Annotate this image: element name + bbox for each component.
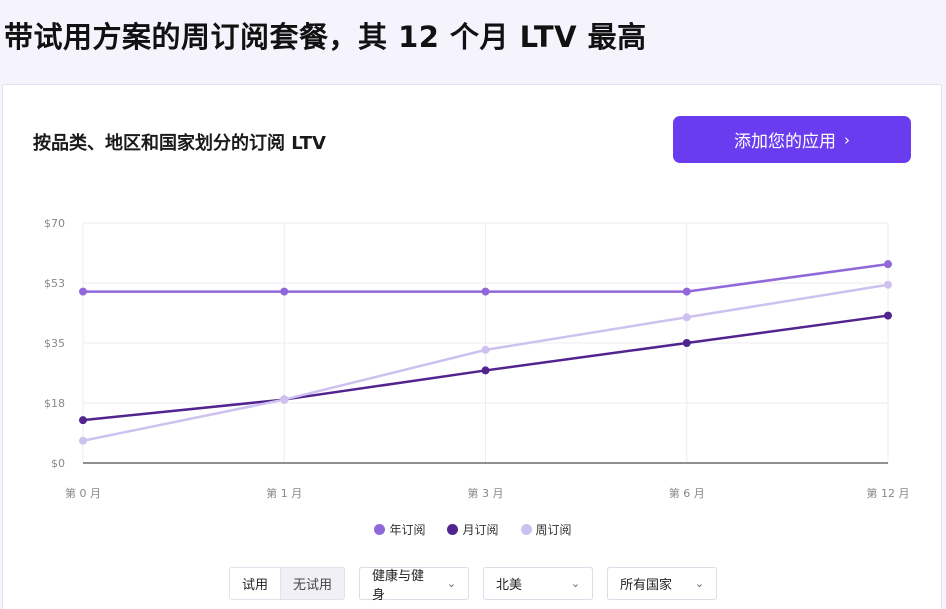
trial-toggle: 试用 无试用 [229,567,346,600]
data-point [481,345,490,354]
chevron-down-icon: ⌄ [570,577,581,590]
legend-item[interactable]: 年订阅 [374,521,425,538]
y-tick-label: $70 [44,217,65,230]
region-select[interactable]: 北美 ⌄ [483,567,594,600]
data-point [280,287,289,296]
x-tick-label: 第 12 月 [867,486,910,500]
page-headline: 带试用方案的周订阅套餐，其 12 个月 LTV 最高 [4,20,647,54]
no-trial-option[interactable]: 无试用 [293,578,333,593]
y-tick-label: $18 [44,397,65,410]
y-tick-label: $35 [44,337,65,350]
chevron-down-icon: ⌄ [446,577,457,590]
x-tick-label: 第 6 月 [669,486,705,500]
card-title: 按品类、地区和国家划分的订阅 LTV [33,133,326,154]
data-point [79,287,87,296]
category-select-value: 健康与健身 [372,568,425,603]
chart-legend: 年订阅 月订阅 周订阅 [3,521,943,538]
data-point [884,260,892,269]
add-app-button[interactable]: 添加您的应用 › [673,116,911,163]
data-point [481,366,490,375]
filter-controls: 试用 无试用 健康与健身 ⌄ 北美 ⌄ 所有国家 ⌄ [229,567,718,603]
legend-swatch [447,524,459,535]
data-point [682,313,691,322]
legend-swatch [520,524,532,535]
y-tick-label: $53 [44,277,65,290]
legend-label: 月订阅 [462,523,499,537]
legend-swatch [374,524,386,535]
legend-item[interactable]: 周订阅 [520,521,572,538]
legend-item[interactable]: 月订阅 [447,521,499,538]
category-select[interactable]: 健康与健身 ⌄ [359,567,470,603]
x-tick-label: 第 3 月 [468,486,504,500]
x-tick-label: 第 1 月 [266,486,302,500]
data-point [682,339,691,347]
data-point [79,416,87,425]
data-point [884,311,892,320]
legend-label: 年订阅 [389,523,426,537]
data-point [481,287,490,296]
data-point [884,280,892,289]
data-point [682,287,691,296]
ltv-card: 按品类、地区和国家划分的订阅 LTV 添加您的应用 › $0 $18 $35 $53 $… [2,84,942,609]
country-select-value: 所有国家 [620,578,673,593]
region-select-value: 北美 [496,578,523,593]
y-tick-label: $0 [51,457,65,470]
add-app-button-label: 添加您的应用 [734,132,836,152]
data-point [280,395,289,404]
ltv-line-chart: $0 $18 $35 $53 $70 第 0 月 第 1 月 第 3 月 第 6 月 第 12 月 [44,217,910,500]
legend-label: 周订阅 [535,523,572,537]
data-point [79,436,87,445]
x-tick-label: 第 0 月 [65,486,101,500]
trial-option[interactable]: 试用 [230,568,282,599]
country-select[interactable]: 所有国家 ⌄ [607,567,718,600]
chevron-right-icon: › [844,130,850,149]
chevron-down-icon: ⌄ [694,577,705,590]
